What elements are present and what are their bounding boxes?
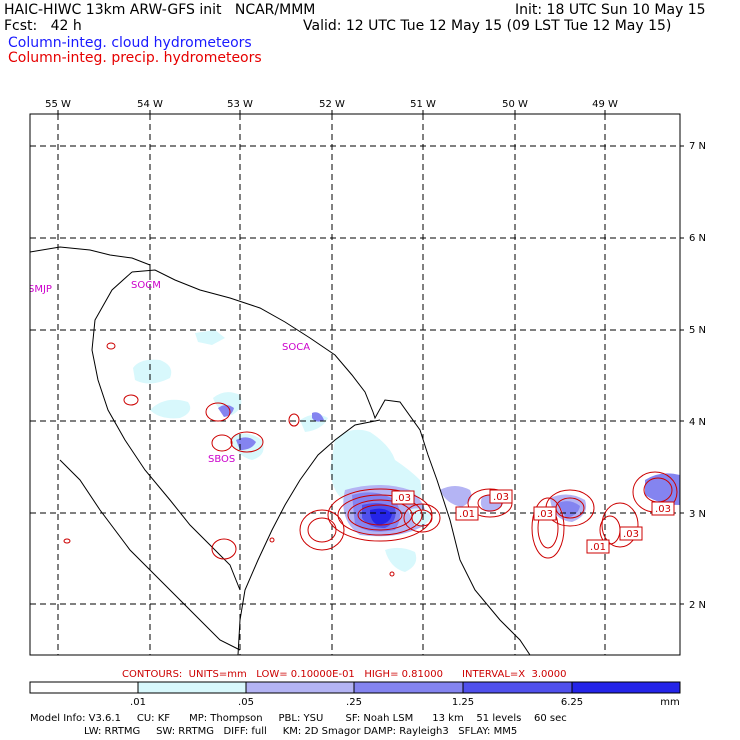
station-sbos: SBOS <box>208 454 235 465</box>
field-precip-label: Column-integ. precip. hydrometeors <box>8 50 262 66</box>
field-cloud-label: Column-integ. cloud hydrometeors <box>8 35 252 51</box>
contour-label: .03 <box>655 504 671 515</box>
model-info-line2: LW: RRTMG SW: RRTMG DIFF: full KM: 2D Sm… <box>30 726 518 737</box>
contour-label: .03 <box>395 493 411 504</box>
station-labels: SMJP SOCM SOCA SBOS <box>28 280 310 465</box>
lon-label: 54 W <box>137 99 163 110</box>
contour-label: .01 <box>590 542 606 553</box>
colorbar-tick: 1.25 <box>452 697 474 708</box>
contour-label: .03 <box>537 509 553 520</box>
frame-ticks <box>57 110 684 605</box>
lon-label: 51 W <box>410 99 436 110</box>
contour-labels: .03 .01 .03 .03 .01 .03 .03 <box>391 489 675 554</box>
colorbar: .01 .05 .25 1.25 6.25 mm <box>29 681 681 708</box>
colorbar-unit: mm <box>660 697 679 708</box>
lon-label: 52 W <box>319 99 345 110</box>
lat-label: 3 N <box>689 509 706 520</box>
model-title: HAIC-HIWC 13km ARW-GFS init NCAR/MMM <box>4 2 316 18</box>
station-soca: SOCA <box>282 342 310 353</box>
contour-label: .03 <box>623 529 639 540</box>
coastlines <box>30 246 531 655</box>
model-info-line1: Model Info: V3.6.1 CU: KF MP: Thompson P… <box>30 713 567 724</box>
contour-label: .01 <box>459 509 475 520</box>
colorbar-tick: .05 <box>238 697 254 708</box>
lat-label: 2 N <box>689 600 706 611</box>
precip-contours <box>63 342 678 577</box>
lon-label: 55 W <box>45 99 71 110</box>
lat-label: 6 N <box>689 233 706 244</box>
init-time: Init: 18 UTC Sun 10 May 15 <box>515 2 706 18</box>
contour-label: .03 <box>493 492 509 503</box>
colorbar-tick: 6.25 <box>561 697 583 708</box>
lat-label: 5 N <box>689 325 706 336</box>
lat-label: 7 N <box>689 141 706 152</box>
valid-time: Valid: 12 UTC Tue 12 May 15 (09 LST Tue … <box>303 18 672 34</box>
colorbar-tick: .25 <box>346 697 362 708</box>
lon-label: 53 W <box>227 99 253 110</box>
forecast-hour: Fcst: 42 h <box>4 18 82 34</box>
lon-label: 50 W <box>502 99 528 110</box>
map-frame <box>29 113 681 656</box>
lon-label: 49 W <box>592 99 618 110</box>
cloud-fill-areas <box>133 330 680 572</box>
station-socm: SOCM <box>131 280 161 291</box>
station-smjp: SMJP <box>28 284 52 295</box>
lat-label: 4 N <box>689 417 706 428</box>
colorbar-tick: .01 <box>130 697 146 708</box>
contours-info: CONTOURS: UNITS=mm LOW= 0.10000E-01 HIGH… <box>122 669 567 680</box>
lat-lon-grid <box>30 114 680 655</box>
